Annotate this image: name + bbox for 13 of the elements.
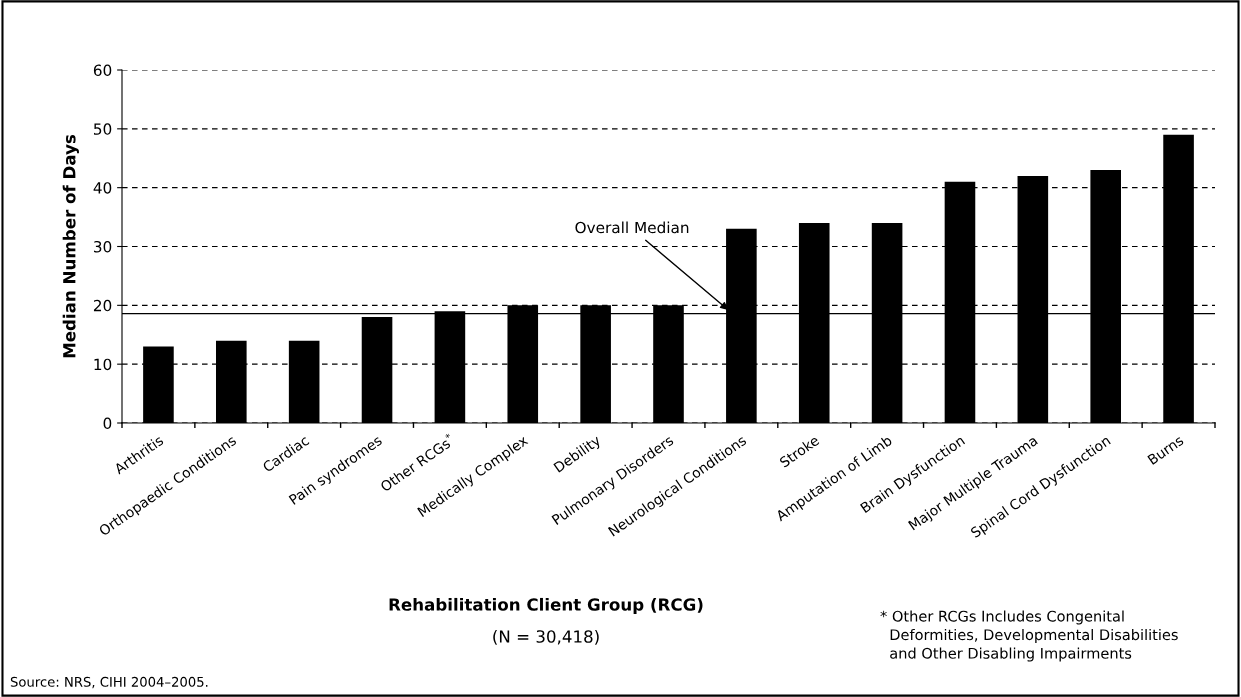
y-tick-label: 60	[93, 64, 112, 77]
ref-line-label: Overall Median	[575, 221, 689, 234]
text: (N = 30,418)	[493, 629, 599, 645]
text: * Other RCGs Includes Congenital Deformities, Developmental Disabilities and Other Disabling Impairments	[880, 610, 1178, 662]
y-tick-label: 20	[93, 299, 112, 312]
x-axis-title: Rehabilitation Client Group (RCG)	[389, 597, 703, 615]
y-tick-label: 40	[93, 182, 112, 194]
y-tick-label: 30	[94, 240, 112, 253]
y-axis-title: Median Number of Days	[62, 134, 79, 358]
y-tick-label: 10	[94, 358, 112, 371]
y-tick-label: 50	[94, 123, 112, 135]
y-tick-label: 0	[103, 417, 112, 430]
source-note: Source: NRS, CIHI 2004–2005.	[10, 676, 208, 689]
